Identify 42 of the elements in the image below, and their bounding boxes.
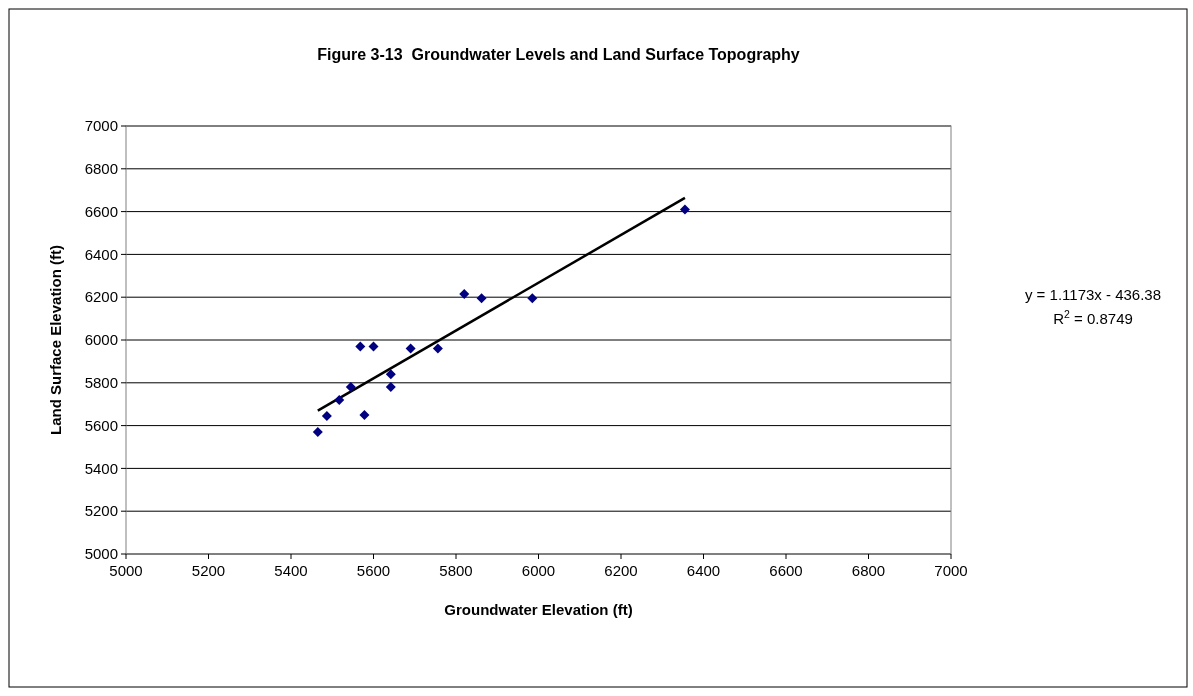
x-axis-title: Groundwater Elevation (ft) bbox=[444, 601, 633, 618]
y-tick-label: 6000 bbox=[84, 331, 118, 349]
point bbox=[459, 288, 470, 299]
y-tick-label: 6400 bbox=[84, 245, 118, 263]
point bbox=[385, 369, 396, 380]
x-tick-label: 5400 bbox=[274, 562, 308, 579]
y-axis-title: Land Surface Elevation (ft) bbox=[47, 244, 64, 436]
y-tick-label: 5000 bbox=[84, 545, 118, 563]
y-tick-label: 6800 bbox=[84, 160, 118, 178]
text: y = 1.1173x - 436.38 bbox=[1024, 286, 1162, 303]
y-tick-label: 6200 bbox=[84, 288, 118, 306]
x-tick-label: 6600 bbox=[769, 562, 803, 579]
y-tick-label: 6600 bbox=[84, 202, 118, 220]
y-tick-label: 5400 bbox=[84, 459, 118, 477]
point bbox=[476, 293, 487, 304]
point bbox=[355, 341, 366, 352]
point bbox=[312, 427, 323, 438]
chart-title: Figure 3-13 Groundwater Levels and Land Surface Topography bbox=[317, 46, 800, 63]
x-tick-label: 6800 bbox=[851, 562, 886, 579]
point bbox=[368, 341, 379, 352]
point bbox=[345, 382, 356, 393]
y-tick-label: 5800 bbox=[84, 374, 118, 392]
y-tick-label: 7000 bbox=[84, 117, 118, 135]
x-tick-label: 5200 bbox=[191, 562, 226, 579]
point bbox=[527, 293, 538, 304]
x-tick-label: 6200 bbox=[604, 562, 638, 579]
x-tick-label: 7000 bbox=[934, 562, 968, 579]
point bbox=[679, 204, 690, 215]
point bbox=[432, 343, 443, 354]
x-tick-label: 6000 bbox=[521, 562, 556, 579]
point bbox=[385, 382, 396, 393]
x-tick-label: 5800 bbox=[439, 562, 473, 579]
point bbox=[334, 394, 345, 405]
y-tick-label: 5200 bbox=[84, 502, 118, 520]
x-tick-label: 5000 bbox=[109, 562, 143, 579]
x-tick-label: 5600 bbox=[356, 562, 391, 579]
point bbox=[359, 409, 370, 420]
y-tick-label: 5600 bbox=[84, 416, 118, 434]
text: R$^{2}$ = 0.8749 bbox=[1053, 308, 1133, 327]
point bbox=[405, 343, 416, 354]
point bbox=[321, 410, 332, 421]
x-tick-label: 6400 bbox=[686, 562, 721, 579]
